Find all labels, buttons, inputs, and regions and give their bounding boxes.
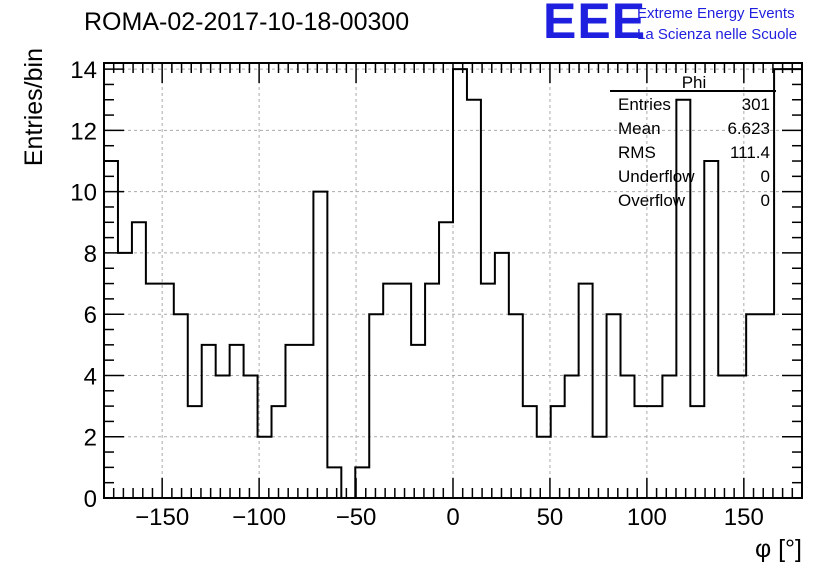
y-tick-label: 8: [84, 241, 97, 268]
y-tick-label: 6: [84, 302, 97, 329]
histogram-bin: [104, 161, 118, 498]
histogram-bin: [579, 284, 593, 498]
histogram-bin: [230, 345, 244, 498]
chart-title: ROMA-02-2017-10-18-00300: [84, 8, 410, 36]
histogram-bin: [244, 375, 258, 498]
histogram-bin: [188, 406, 202, 498]
histogram-bin: [411, 345, 425, 498]
plot-frame: [103, 62, 803, 499]
eee-logo: EEE: [543, 0, 647, 49]
histogram-bin: [495, 253, 509, 498]
stats-box: Phi Entries 301 Mean 6.623 RMS 111.4 Und…: [610, 73, 776, 210]
histogram-bin: [327, 467, 341, 498]
stats-overflow-value: 0: [761, 191, 770, 210]
histogram-bin: [397, 284, 411, 498]
histogram-bin: [425, 284, 439, 498]
x-tick-label: 100: [627, 504, 667, 531]
y-tick-label: 2: [84, 425, 97, 452]
histogram-bin: [439, 222, 453, 498]
histogram-bin: [551, 406, 565, 498]
histogram-bin: [621, 375, 635, 498]
x-tick-label: 0: [446, 504, 459, 531]
histogram-bin: [593, 437, 607, 498]
histogram-bin: [285, 345, 299, 498]
histogram-bin: [467, 100, 481, 498]
histogram-bin: [788, 69, 802, 498]
histogram-bin: [146, 284, 160, 498]
histogram-bin: [704, 161, 718, 498]
histogram-bin: [313, 192, 327, 498]
histogram-bin: [202, 345, 216, 498]
logo-subtitle-1: Extreme Energy Events: [637, 5, 795, 22]
x-tick-label: −50: [336, 504, 377, 531]
x-tick-label: −150: [135, 504, 189, 531]
y-tick-label: 10: [70, 180, 97, 207]
histogram-bin: [607, 314, 621, 498]
y-tick-label: 0: [84, 486, 97, 513]
histogram-bin: [160, 284, 174, 498]
stats-entries-label: Entries: [618, 95, 671, 114]
histogram-bin: [369, 314, 383, 498]
histogram-bin: [537, 437, 551, 498]
x-axis-label: φ [°]: [755, 535, 802, 563]
histogram-bin: [662, 375, 676, 498]
x-tick-label: −100: [232, 504, 286, 531]
histogram-bin: [355, 467, 369, 498]
histogram-bin: [648, 406, 662, 498]
y-tick-label: 12: [70, 118, 97, 145]
histogram-bin: [132, 222, 146, 498]
histogram-bin: [272, 406, 286, 498]
x-tick-label: 50: [537, 504, 564, 531]
logo-subtitle-2: La Scienza nelle Scuole: [637, 26, 798, 43]
tick-labels: −150 −100 −50 0 50 100 150 0 2 4 6 8 10 12 14: [70, 57, 764, 531]
histogram-bin: [676, 100, 690, 498]
histogram-bin: [481, 284, 495, 498]
histogram-bin: [718, 375, 732, 498]
histogram-bin: [523, 406, 537, 498]
stats-underflow-label: Underflow: [618, 167, 695, 186]
histogram-bin: [118, 253, 132, 498]
histogram-bin: [258, 437, 272, 498]
stats-mean-label: Mean: [618, 119, 661, 138]
histogram-bin: [634, 406, 648, 498]
histogram-bin: [509, 314, 523, 498]
histogram-bin: [746, 314, 760, 498]
histogram-bin: [774, 69, 788, 498]
histogram-bin: [565, 375, 579, 498]
x-tick-label: 150: [724, 504, 764, 531]
histogram-bin: [174, 314, 188, 498]
stats-mean-value: 6.623: [727, 119, 770, 138]
y-tick-label: 4: [84, 363, 97, 390]
histogram-bin: [383, 284, 397, 498]
stats-rms-label: RMS: [618, 143, 656, 162]
histogram-bin: [299, 345, 313, 498]
y-tick-label: 14: [70, 57, 97, 84]
y-axis-label: Entries/bin: [20, 48, 48, 166]
histogram-bin: [216, 375, 230, 498]
histogram-bin: [453, 69, 467, 498]
histogram-outline: [103, 68, 803, 499]
histogram-bin: [732, 375, 746, 498]
stats-title: Phi: [682, 73, 707, 92]
stats-entries-value: 301: [742, 95, 770, 114]
stats-overflow-label: Overflow: [618, 191, 686, 210]
histogram-bin: [760, 314, 774, 498]
stats-rms-value: 111.4: [730, 143, 770, 162]
stats-underflow-value: 0: [761, 167, 770, 186]
histogram-bin: [690, 406, 704, 498]
